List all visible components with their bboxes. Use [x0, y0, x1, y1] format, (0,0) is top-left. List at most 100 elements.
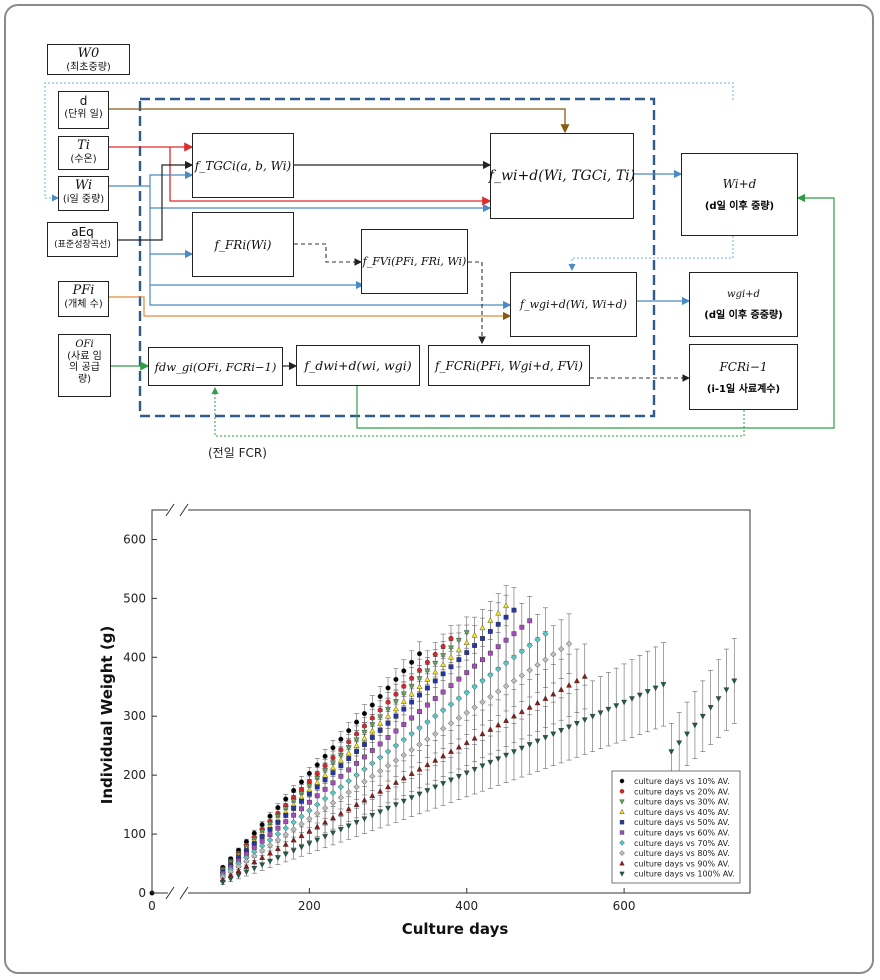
data-point: [400, 798, 407, 805]
output-wid-label: (d일 이후 중량): [704, 201, 775, 212]
legend-marker: [619, 830, 625, 835]
data-point: [392, 705, 399, 712]
data-point: [463, 630, 470, 636]
w0-symbol: W0: [77, 46, 100, 61]
data-point: [322, 786, 328, 792]
data-point: [291, 787, 297, 794]
data-point: [503, 717, 510, 723]
data-point: [440, 643, 446, 649]
data-point: [338, 736, 344, 742]
data-point: [361, 711, 367, 717]
data-point: [416, 651, 423, 657]
data-point: [322, 819, 329, 825]
data-point: [440, 653, 447, 659]
data-point: [369, 722, 376, 728]
data-point: [275, 805, 281, 811]
data-point: [330, 745, 336, 751]
data-point: [471, 735, 478, 741]
data-point: [274, 830, 282, 838]
data-point: [369, 727, 376, 734]
data-point: [416, 765, 423, 772]
data-point: [377, 693, 383, 700]
w0-feedback-line: [44, 82, 734, 202]
func-fv-label: f_FVi(PFi, FRi, Wi): [362, 255, 467, 268]
data-point: [503, 637, 509, 643]
data-point: [448, 777, 454, 784]
data-point: [400, 691, 407, 698]
data-point: [338, 773, 344, 779]
data-point: [337, 757, 344, 763]
data-point: [353, 742, 360, 748]
wi-label: (i일 중량): [62, 193, 105, 205]
data-point: [432, 660, 439, 667]
func-fv: f_FVi(PFi, FRi, Wi): [361, 229, 468, 294]
data-point: [479, 730, 486, 737]
data-point: [447, 701, 455, 708]
legend-marker: [619, 839, 625, 846]
func-wid: f_wi+d(Wi, TGCi, Ti): [489, 133, 635, 219]
data-point: [660, 682, 667, 688]
d-line: [109, 108, 570, 134]
data-point: [306, 786, 313, 793]
data-point: [472, 643, 478, 648]
data-point: [322, 771, 329, 778]
data-point: [527, 618, 533, 624]
data-point: [330, 780, 336, 786]
data-point: [510, 677, 518, 685]
data-point: [424, 761, 431, 768]
data-point: [329, 799, 337, 806]
legend-marker: [619, 850, 625, 856]
data-point: [464, 670, 470, 676]
data-point: [448, 654, 454, 660]
y-tick-label: 400: [123, 650, 146, 664]
data-point: [495, 665, 502, 673]
axis-break-mark: [179, 886, 189, 900]
x-tick-label: 0: [148, 899, 156, 913]
input-aeq: aEq (표준성장곡선): [47, 222, 118, 257]
data-point: [432, 784, 439, 791]
y-tick-label: 200: [123, 768, 146, 782]
legend-label: culture days vs 20% AV.: [634, 787, 730, 796]
data-point: [424, 676, 431, 682]
data-point: [424, 668, 431, 675]
data-point: [487, 671, 494, 679]
legend-label: culture days vs 30% AV.: [634, 798, 730, 807]
pfi-symbol: PFi: [72, 283, 95, 298]
x-axis-label: Culture days: [402, 920, 509, 938]
data-point: [267, 826, 273, 832]
data-point: [377, 788, 384, 794]
data-point: [369, 715, 375, 721]
data-point: [408, 795, 415, 801]
data-point: [385, 783, 391, 790]
data-point: [274, 855, 281, 861]
data-point: [455, 774, 462, 780]
func-dwid-label: f_dwi+d(wi, wgi): [304, 358, 412, 373]
data-point: [471, 766, 478, 773]
data-point: [542, 656, 549, 663]
data-point: [346, 767, 352, 773]
data-point: [408, 746, 415, 753]
data-point: [345, 749, 352, 756]
data-point: [464, 650, 470, 656]
data-point: [361, 816, 368, 823]
data-point: [337, 783, 344, 791]
data-point: [361, 729, 368, 736]
data-point: [321, 805, 329, 812]
data-point: [691, 722, 698, 729]
legend-marker: [619, 871, 625, 877]
data-point: [495, 621, 501, 627]
data-point: [235, 867, 242, 874]
data-point: [251, 852, 258, 860]
data-point: [369, 812, 376, 819]
data-point: [377, 727, 383, 733]
data-point: [479, 624, 486, 631]
data-point: [409, 699, 415, 705]
data-point: [487, 617, 494, 623]
data-point: [432, 696, 438, 701]
data-point: [392, 779, 399, 785]
data-point: [558, 645, 565, 653]
data-point: [354, 749, 359, 754]
data-point: [291, 812, 297, 818]
ofi-symbol: OFi: [75, 339, 94, 350]
data-point: [417, 692, 422, 698]
